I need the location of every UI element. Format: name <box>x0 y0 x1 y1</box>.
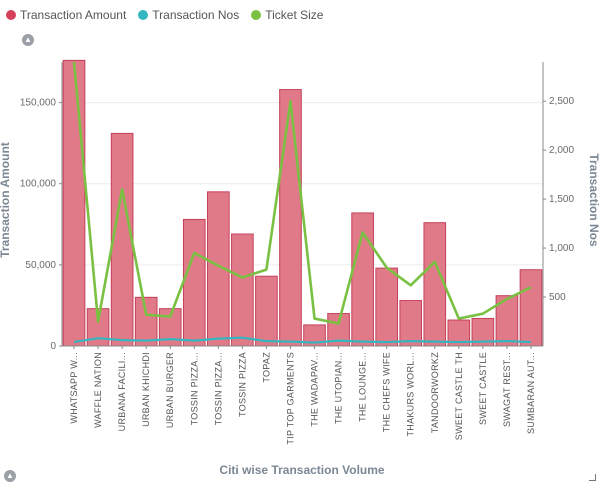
category-label-18: SWAGAT REST... <box>502 352 512 427</box>
category-label-9: TIP TOP GARMENTS <box>285 352 295 445</box>
legend-label-transaction-nos: Transaction Nos <box>152 8 240 22</box>
bar-5[interactable] <box>182 218 206 347</box>
axis-collapse-icon[interactable]: ▲ <box>4 470 16 482</box>
y2-tick-label: 500 <box>549 292 566 303</box>
legend-item-transaction-amount[interactable]: Transaction Amount <box>6 8 126 22</box>
y2-tick-label: 2,500 <box>549 96 574 107</box>
lines <box>72 61 532 344</box>
y2-tick-label: 2,000 <box>549 145 574 156</box>
category-label-15: TANDOORWORKZ <box>430 352 440 433</box>
series-line-transaction-nos[interactable] <box>73 336 532 344</box>
y-ticks: 0 50,000 100,000 150,000 <box>20 98 62 352</box>
y2-axis-title: Transaction Nos <box>587 153 600 247</box>
legend-label-ticket-size: Ticket Size <box>265 8 324 22</box>
bar-0[interactable] <box>62 59 86 347</box>
legend-label-transaction-amount: Transaction Amount <box>20 8 127 22</box>
bar-13[interactable] <box>375 267 398 347</box>
category-label-4: URBAN BURGER <box>165 352 175 428</box>
bar-3[interactable] <box>134 296 158 347</box>
category-label-11: THE UTOPIAN... <box>334 352 344 424</box>
legend-item-transaction-nos[interactable]: Transaction Nos <box>138 8 239 22</box>
bar-14[interactable] <box>399 300 423 347</box>
bar-2[interactable] <box>110 132 134 347</box>
y-tick-label: 150,000 <box>20 98 57 109</box>
category-labels: WHATSAPP W... WAFFLE NATION URBANA FACILI.… <box>69 346 536 445</box>
bar-19[interactable] <box>519 269 543 347</box>
series-line-ticket-size[interactable] <box>72 61 532 325</box>
y-tick-label: 0 <box>50 341 56 352</box>
bar-8[interactable] <box>255 275 278 347</box>
category-label-6: TOSSIN PIZZA... <box>213 352 223 425</box>
grid <box>62 102 543 347</box>
legend-dot-transaction-nos <box>138 10 149 20</box>
category-label-19: SUMBARAN AUT... <box>526 352 536 434</box>
category-label-7: TOSSIN PIZZA <box>237 352 247 417</box>
category-label-1: WAFFLE NATION <box>93 352 103 428</box>
legend-dot-transaction-amount <box>6 10 16 20</box>
legend-item-ticket-size[interactable]: Ticket Size <box>251 8 323 22</box>
resize-handle-icon[interactable] <box>589 474 596 481</box>
legend-dot-ticket-size <box>251 10 262 20</box>
category-label-17: SWEET CASTLE <box>478 352 488 425</box>
category-label-3: URBAN KHICHDI <box>141 352 151 427</box>
category-label-5: TOSSIN PIZZA... <box>189 352 199 425</box>
y2-tick-label: 1,000 <box>549 243 574 254</box>
category-label-2: URBANA FACILI... <box>117 352 127 431</box>
y2-tick-label: 1,500 <box>549 194 574 205</box>
bar-7[interactable] <box>231 233 254 347</box>
bar-9[interactable] <box>279 89 302 347</box>
x-axis-title: Citi wise Transaction Volume <box>219 463 384 477</box>
legend: Transaction Amount Transaction Nos Ticke… <box>6 8 323 22</box>
bar-15[interactable] <box>423 222 447 347</box>
y-tick-label: 50,000 <box>25 260 56 271</box>
y2-ticks: 500 1,000 1,500 2,000 2,500 <box>543 96 574 303</box>
category-label-14: THAKURS WORL... <box>406 352 416 437</box>
axes <box>61 62 544 347</box>
category-label-8: TOPAZ <box>261 352 271 383</box>
category-label-13: THE CHEFS WIFE <box>382 352 392 432</box>
category-label-10: THE WADAPAV... <box>310 352 320 427</box>
category-label-0: WHATSAPP W... <box>69 352 79 424</box>
category-label-12: THE LOUNGE... <box>358 352 368 422</box>
category-label-16: SWEET CASTLE TH <box>454 352 464 440</box>
y-axis-title: Transaction Amount <box>0 142 12 258</box>
legend-collapse-icon[interactable]: ▲ <box>22 34 34 46</box>
y-tick-label: 100,000 <box>20 179 57 190</box>
